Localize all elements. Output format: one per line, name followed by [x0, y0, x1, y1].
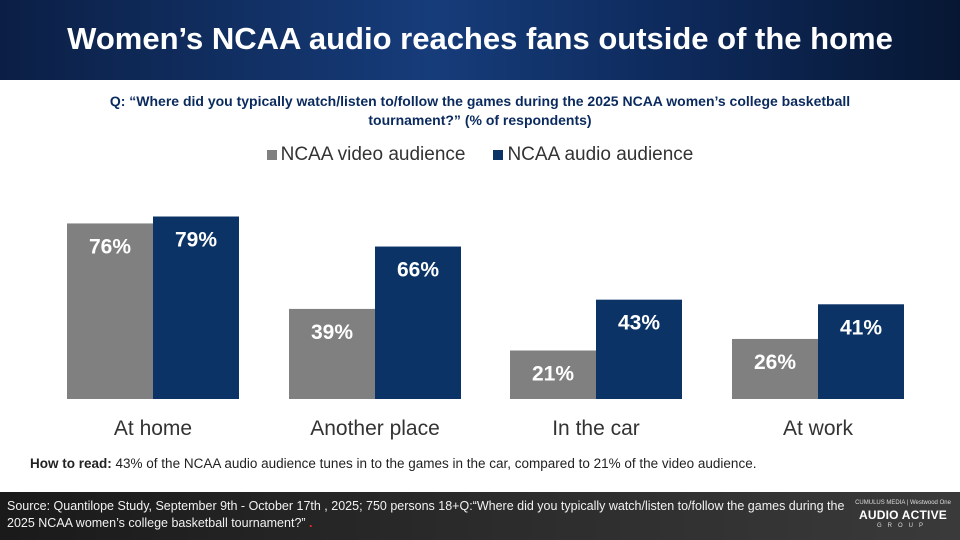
source-dot: . [309, 516, 313, 530]
category-label-at-work: At work [783, 417, 854, 440]
legend-item-audio: NCAA audio audience [493, 144, 693, 166]
survey-question: Q: “Where did you typically watch/listen… [109, 93, 851, 128]
bar-another-place-video [289, 308, 375, 399]
bar-in-the-car-video [510, 350, 596, 399]
legend-label-video: NCAA video audience [280, 144, 466, 165]
logo-main-text: AUDIO ACTIVE [859, 508, 947, 522]
bar-in-the-car-audio [596, 299, 682, 399]
data-label-at-work-audio: 41% [840, 316, 882, 339]
data-label-another-place-audio: 66% [397, 259, 439, 282]
header-banner: Women’s NCAA audio reaches fans outside … [0, 0, 960, 80]
how-to-read: How to read: 43% of the NCAA audio audie… [30, 456, 756, 471]
how-to-read-label: How to read: [30, 456, 112, 471]
data-label-at-home-video: 76% [89, 235, 131, 258]
page-title: Women’s NCAA audio reaches fans outside … [67, 21, 893, 56]
footer-bar [0, 492, 960, 540]
data-label-at-home-audio: 79% [175, 229, 217, 252]
logo-top-text: CUMULUS MEDIA | Westwood One [855, 500, 951, 506]
legend-item-video: NCAA video audience [266, 144, 466, 166]
bar-at-home-audio [153, 216, 239, 399]
legend-swatch-audio [493, 150, 504, 160]
data-label-in-the-car-audio: 43% [618, 312, 660, 335]
how-to-read-text: 43% of the NCAA audio audience tunes in … [115, 456, 757, 471]
category-label-another-place: Another place [310, 417, 440, 440]
data-label-another-place-video: 39% [311, 321, 353, 344]
legend-label-audio: NCAA audio audience [507, 144, 694, 165]
source-note: Source: Quantilope Study, September 9th … [7, 498, 847, 532]
source-text: Source: Quantilope Study, September 9th … [7, 499, 845, 530]
audio-active-group-logo: CUMULUS MEDIA | Westwood One AUDIO ACTIV… [848, 499, 958, 537]
bar-chart: 76% 79% At home 39% 66% Another place 21% 43% In… [67, 216, 904, 440]
legend-swatch-video [266, 150, 277, 160]
bar-at-home-video [67, 223, 153, 399]
chart-legend: NCAA video audience NCAA audio audience [0, 144, 960, 166]
category-label-at-home: At home [114, 417, 192, 440]
bar-at-work-video [732, 338, 818, 399]
data-label-at-work-video: 26% [754, 351, 796, 374]
bar-another-place-audio [375, 246, 461, 399]
logo-sub-text: GROUP [876, 523, 929, 529]
data-label-in-the-car-video: 21% [532, 362, 574, 385]
bar-at-work-audio [818, 304, 904, 399]
category-label-in-the-car: In the car [552, 417, 640, 440]
